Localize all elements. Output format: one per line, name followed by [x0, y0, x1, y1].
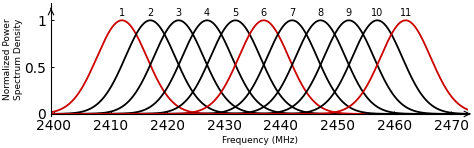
Text: 8: 8 — [318, 8, 324, 17]
Text: 9: 9 — [346, 8, 352, 17]
Text: 4: 4 — [204, 8, 210, 17]
Text: 3: 3 — [175, 8, 182, 17]
Text: 7: 7 — [289, 8, 295, 17]
Y-axis label: Normalized Power
Spectrum Density: Normalized Power Spectrum Density — [3, 19, 23, 100]
Text: 5: 5 — [232, 8, 238, 17]
X-axis label: Frequency (MHz): Frequency (MHz) — [221, 136, 298, 145]
Text: 6: 6 — [261, 8, 267, 17]
Text: 10: 10 — [371, 8, 383, 17]
Text: 1: 1 — [119, 8, 125, 17]
Text: 11: 11 — [400, 8, 412, 17]
Text: 2: 2 — [147, 8, 154, 17]
